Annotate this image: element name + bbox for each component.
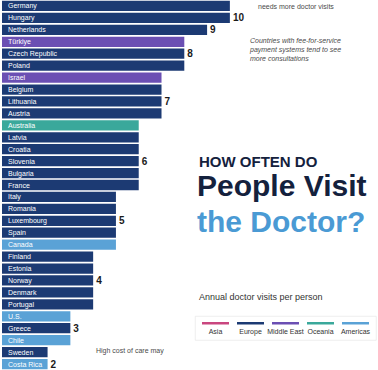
svg-text:8: 8 (187, 48, 193, 59)
svg-text:9: 9 (210, 24, 216, 35)
svg-text:Austria: Austria (8, 110, 30, 117)
svg-text:2: 2 (51, 359, 57, 370)
svg-text:Italy: Italy (8, 193, 21, 201)
svg-text:People Visit: People Visit (197, 169, 367, 202)
svg-text:Oceania: Oceania (307, 328, 333, 335)
svg-text:Norway: Norway (8, 277, 32, 285)
svg-text:the Doctor?: the Doctor? (197, 205, 365, 238)
svg-text:needs more doctor visits: needs more doctor visits (258, 3, 334, 10)
svg-text:Belgium: Belgium (8, 86, 33, 94)
svg-text:Denmark: Denmark (8, 289, 37, 296)
svg-text:Annual doctor visits per perso: Annual doctor visits per person (199, 292, 323, 302)
svg-text:High cost of care may: High cost of care may (96, 347, 164, 355)
svg-text:Spain: Spain (8, 229, 26, 237)
svg-text:5: 5 (119, 215, 125, 226)
svg-text:Israel: Israel (8, 74, 26, 81)
svg-text:6: 6 (142, 156, 148, 167)
svg-text:Chile: Chile (8, 337, 24, 344)
svg-text:Lithuania: Lithuania (8, 98, 37, 105)
svg-text:4: 4 (96, 275, 102, 286)
svg-text:Romania: Romania (8, 205, 36, 212)
svg-text:Croatia: Croatia (8, 146, 31, 153)
svg-text:U.S.: U.S. (8, 313, 22, 320)
svg-text:Countries with fee-for-service: Countries with fee-for-service (250, 37, 341, 44)
svg-text:Germany: Germany (8, 2, 37, 10)
svg-text:Luxembourg: Luxembourg (8, 217, 47, 225)
svg-text:Australia: Australia (8, 122, 35, 129)
svg-text:7: 7 (165, 96, 171, 107)
svg-text:Poland: Poland (8, 62, 30, 69)
svg-text:Netherlands: Netherlands (8, 26, 46, 33)
svg-text:Latvia: Latvia (8, 134, 27, 141)
svg-text:France: France (8, 182, 30, 189)
svg-text:Americas: Americas (341, 328, 371, 335)
svg-text:Middle East: Middle East (267, 328, 304, 335)
svg-text:Slovenia: Slovenia (8, 158, 35, 165)
svg-text:HOW OFTEN DO: HOW OFTEN DO (199, 153, 318, 170)
svg-text:3: 3 (73, 323, 79, 334)
svg-text:payment systems tend to see: payment systems tend to see (249, 46, 341, 54)
svg-text:10: 10 (233, 12, 245, 23)
svg-text:Asia: Asia (209, 328, 223, 335)
svg-text:Canada: Canada (8, 241, 33, 248)
svg-text:Portugal: Portugal (8, 301, 35, 309)
svg-text:Hungary: Hungary (8, 14, 35, 22)
svg-text:Finland: Finland (8, 253, 31, 260)
svg-text:Estonia: Estonia (8, 265, 31, 272)
svg-text:Europe: Europe (239, 328, 262, 336)
svg-text:Türkiye: Türkiye (8, 38, 31, 46)
svg-text:Greece: Greece (8, 325, 31, 332)
svg-text:Czech Republic: Czech Republic (8, 50, 58, 58)
svg-text:Bulgaria: Bulgaria (8, 170, 34, 178)
svg-text:more consultations: more consultations (250, 55, 309, 62)
svg-text:Costa Rica: Costa Rica (8, 361, 42, 368)
svg-text:Sweden: Sweden (8, 349, 33, 356)
